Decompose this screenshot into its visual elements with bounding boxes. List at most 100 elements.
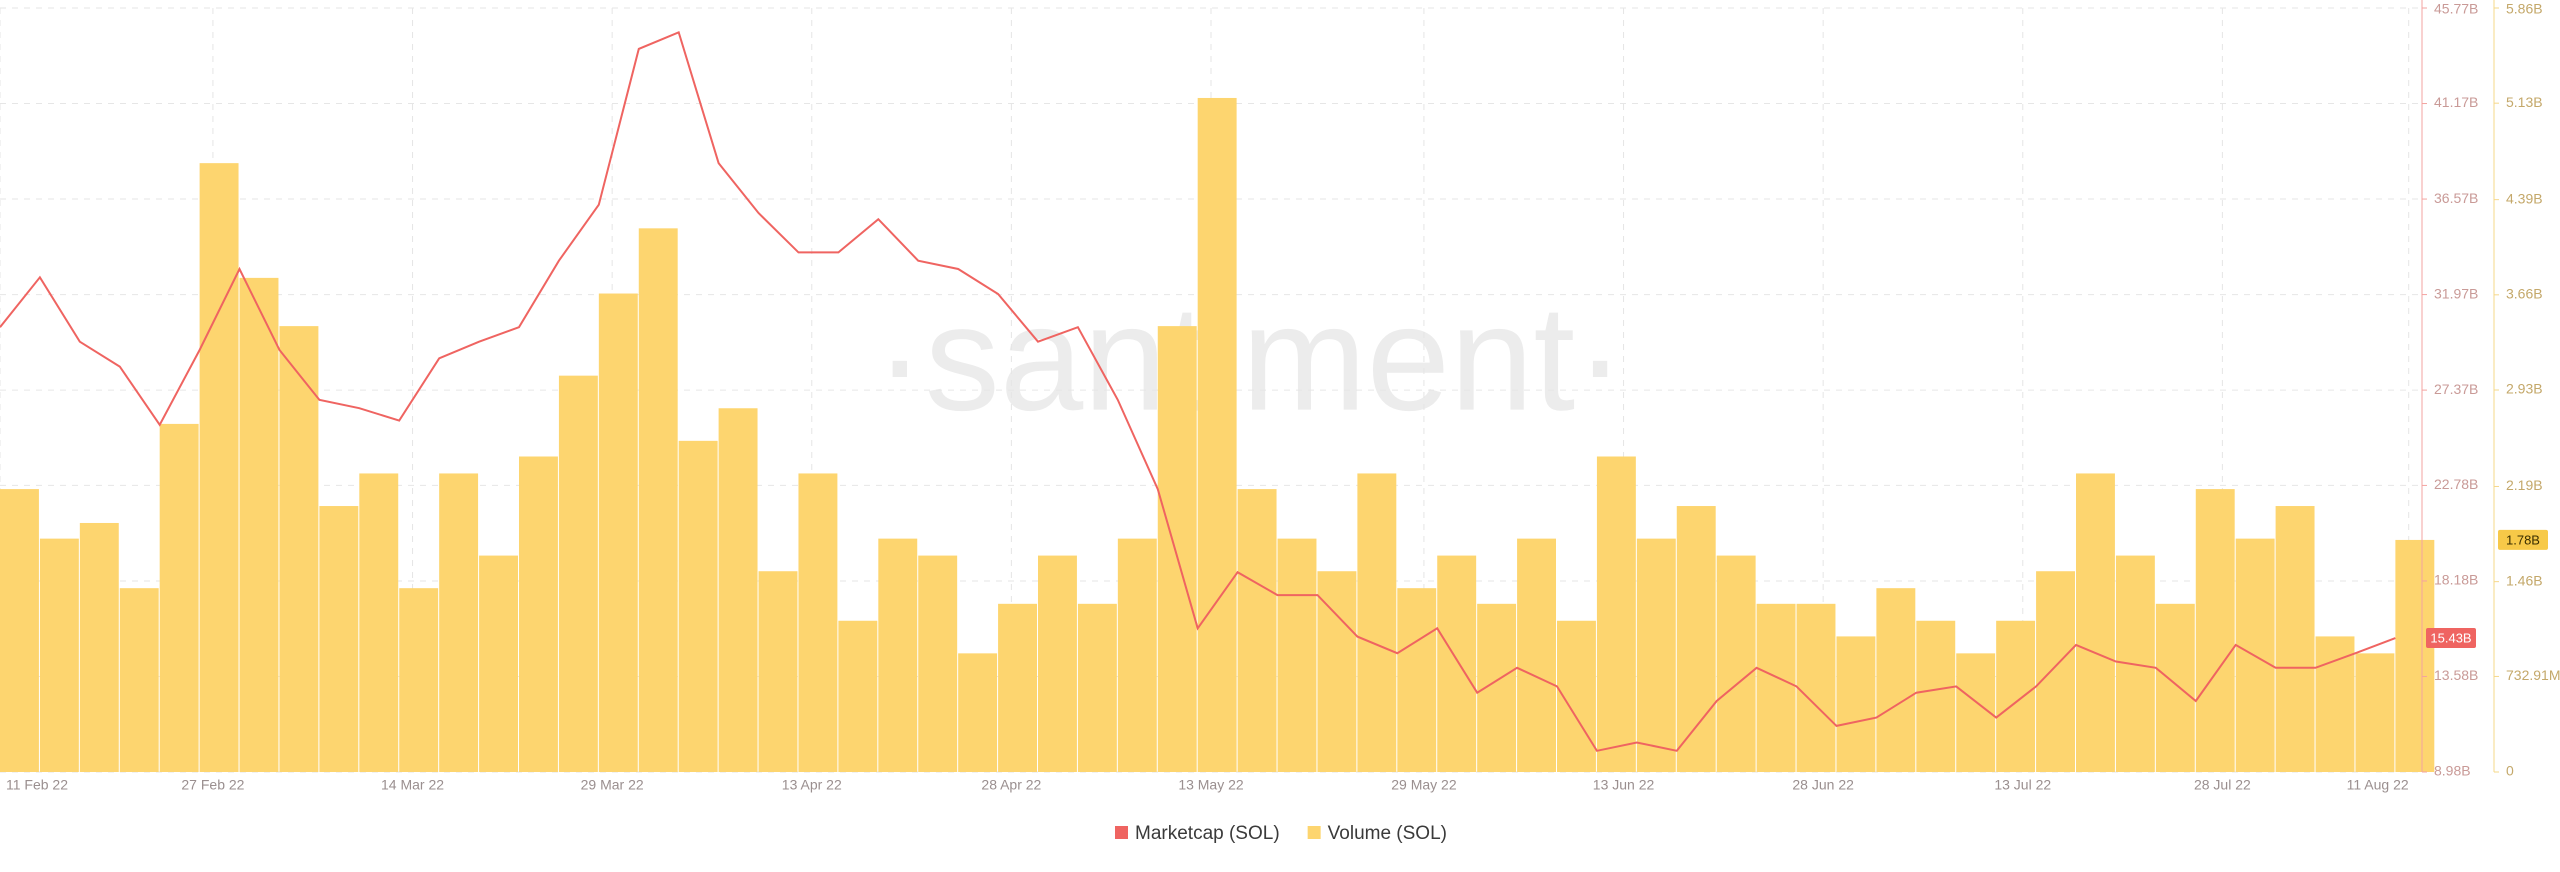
x-tick-label: 14 Mar 22 [381, 777, 444, 793]
y-tick-label: 27.37B [2434, 381, 2478, 397]
volume-bar [2395, 539, 2435, 772]
volume-bar [1676, 506, 1716, 772]
volume-bar [638, 228, 678, 772]
y-tick-label: 45.77B [2434, 1, 2478, 17]
volume-bar [279, 326, 319, 772]
y2-tick-label: 3.66B [2506, 286, 2543, 302]
volume-bar [79, 522, 119, 772]
volume-bar [2275, 506, 2315, 772]
volume-bar [1117, 538, 1157, 772]
y-tick-label: 13.58B [2434, 667, 2478, 683]
y-tick-label: 22.78B [2434, 476, 2478, 492]
y2-tick-label: 5.86B [2506, 1, 2543, 17]
last-value-badge [2498, 529, 2548, 550]
volume-bar [1796, 603, 1836, 772]
legend-label: Marketcap (SOL) [1135, 823, 1280, 844]
marketcap-line [0, 30, 2396, 752]
volume-bar [2355, 653, 2395, 772]
x-tick-label: 13 Apr 22 [782, 777, 842, 793]
volume-bar [199, 163, 239, 773]
volume-bar [2195, 489, 2235, 772]
x-tick-label: 13 Jul 22 [1994, 777, 2051, 793]
volume-bar [798, 473, 838, 772]
volume-bar [558, 375, 598, 772]
volume-bar [1317, 571, 1357, 772]
x-tick-label: 13 May 22 [1178, 777, 1244, 793]
volume-bar [1876, 588, 1916, 772]
volume-bar [1197, 97, 1237, 772]
y2-tick-label: 2.93B [2506, 381, 2543, 397]
y2-tick-label: 0 [2506, 763, 2514, 779]
volume-bar [758, 571, 798, 772]
volume-bar [718, 408, 758, 772]
volume-bar [2076, 473, 2115, 772]
volume-bar [399, 588, 439, 772]
volume-bar [1357, 473, 1397, 772]
volume-bar [1397, 588, 1437, 772]
volume-bar [998, 603, 1037, 772]
last-value-label: 1.78B [2506, 532, 2540, 547]
x-tick-label: 28 Jul 22 [2194, 777, 2251, 793]
legend-swatch [1115, 826, 1128, 839]
volume-bar [2315, 636, 2355, 772]
volume-bar [359, 473, 399, 772]
x-tick-label: 11 Feb 22 [6, 777, 68, 793]
legend-swatch [1307, 826, 1321, 839]
y2-tick-label: 4.39B [2506, 190, 2543, 206]
last-value-label: 15.43B [2430, 630, 2471, 645]
volume-bar [1517, 538, 1556, 772]
x-tick-label: 11 Aug 22 [2347, 777, 2409, 793]
volume-bar [1157, 326, 1197, 772]
lines [0, 30, 2396, 752]
bars [0, 97, 2435, 773]
x-tick-label: 13 Jun 22 [1593, 777, 1655, 793]
volume-bar [1756, 603, 1796, 772]
volume-bar [239, 277, 279, 772]
volume-bar [39, 538, 79, 772]
legend-label: Volume (SOL) [1328, 823, 1447, 844]
volume-bar [1716, 555, 1756, 772]
last-value-badge [2426, 628, 2476, 649]
x-tick-label: 27 Feb 22 [181, 777, 244, 793]
volume-bar [1996, 620, 2036, 772]
volume-bar [439, 473, 479, 772]
volume-bar [838, 620, 878, 772]
volume-bar [0, 489, 39, 772]
volume-bar [119, 588, 159, 772]
volume-bar [319, 506, 359, 772]
volume-bar [2036, 571, 2075, 772]
x-tick-label: 28 Apr 22 [981, 777, 1041, 793]
y-tick-label: 18.18B [2434, 572, 2478, 588]
volume-bar [918, 555, 958, 772]
x-tick-label: 29 May 22 [1391, 777, 1457, 793]
y-tick-label: 41.17B [2434, 94, 2478, 110]
y-tick-label: 36.57B [2434, 190, 2478, 206]
volume-bar [1636, 538, 1676, 772]
y2-tick-label: 732.91M [2506, 667, 2560, 683]
y-tick-label: 31.97B [2434, 285, 2478, 301]
volume-bar [958, 653, 998, 772]
watermark: ·santiment· [875, 274, 1625, 442]
volume-bar [159, 423, 199, 772]
volume-bar [1077, 603, 1117, 772]
x-tick-label: 29 Mar 22 [581, 777, 644, 793]
x-tick-label: 28 Jun 22 [1792, 777, 1854, 793]
volume-bar [1437, 555, 1477, 772]
y2-tick-label: 5.13B [2506, 94, 2543, 110]
volume-bar [678, 440, 718, 772]
volume-bar [1237, 489, 1277, 772]
legend: Marketcap (SOL) Volume (SOL) [1115, 823, 1447, 844]
volume-bar [1277, 538, 1317, 772]
y2-tick-label: 2.19B [2506, 477, 2543, 493]
volume-bar [878, 538, 918, 772]
y2-tick-label: 1.46B [2506, 572, 2543, 588]
volume-bar [479, 555, 518, 772]
volume-bar [1836, 636, 1876, 772]
volume-bar [519, 456, 558, 772]
volume-bar [1596, 456, 1636, 772]
volume-bar [1038, 555, 1077, 772]
y-tick-label: 8.98B [2434, 763, 2471, 779]
volume-bar [598, 293, 638, 772]
